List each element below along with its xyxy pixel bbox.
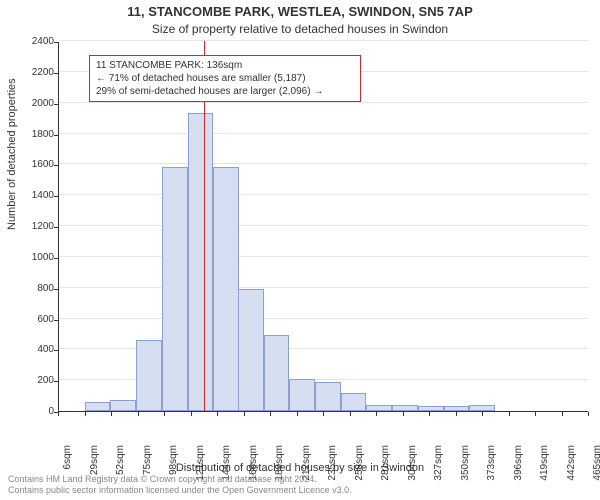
y-tick-mark (54, 135, 58, 136)
x-tick-mark (111, 412, 112, 416)
annotation-line3: 29% of semi-detached houses are larger (… (96, 85, 354, 98)
histogram-bar (213, 167, 239, 411)
x-tick-mark (403, 412, 404, 416)
histogram-bar (418, 406, 444, 411)
histogram-bar (444, 406, 470, 411)
x-tick-mark (85, 412, 86, 416)
annotation-box: 11 STANCOMBE PARK: 136sqm ← 71% of detac… (89, 55, 361, 102)
x-tick-mark (138, 412, 139, 416)
plot-area: 11 STANCOMBE PARK: 136sqm ← 71% of detac… (58, 42, 588, 412)
y-tick-mark (54, 165, 58, 166)
x-tick-mark (588, 412, 589, 416)
y-tick-label: 2000 (10, 98, 54, 109)
histogram-bar (289, 379, 315, 411)
y-tick-label: 1200 (10, 221, 54, 232)
y-tick-label: 600 (10, 314, 54, 325)
x-tick-mark (509, 412, 510, 416)
y-tick-label: 1800 (10, 129, 54, 140)
grid-line (59, 194, 588, 195)
histogram-bar (341, 393, 367, 412)
x-tick-mark (270, 412, 271, 416)
y-tick-label: 2200 (10, 67, 54, 78)
histogram-bar (188, 113, 214, 411)
y-tick-mark (54, 196, 58, 197)
y-tick-label: 400 (10, 344, 54, 355)
chart-container: 11, STANCOMBE PARK, WESTLEA, SWINDON, SN… (0, 0, 600, 500)
grid-line (59, 163, 588, 164)
grid-line (59, 133, 588, 134)
y-tick-label: 1000 (10, 252, 54, 263)
x-tick-mark (482, 412, 483, 416)
x-tick-mark (323, 412, 324, 416)
x-tick-mark (244, 412, 245, 416)
y-tick-label: 2400 (10, 36, 54, 47)
histogram-bar (110, 400, 136, 411)
chart-title: 11, STANCOMBE PARK, WESTLEA, SWINDON, SN… (0, 4, 600, 19)
x-axis-label: Distribution of detached houses by size … (0, 462, 600, 474)
chart-subtitle: Size of property relative to detached ho… (0, 22, 600, 36)
annotation-line1: 11 STANCOMBE PARK: 136sqm (96, 59, 354, 72)
histogram-bar (315, 382, 341, 411)
x-tick-mark (562, 412, 563, 416)
y-tick-mark (54, 258, 58, 259)
histogram-bar (469, 405, 495, 411)
histogram-bar (162, 167, 188, 411)
x-tick-mark (535, 412, 536, 416)
y-tick-label: 0 (10, 406, 54, 417)
annotation-line2: ← 71% of detached houses are smaller (5,… (96, 72, 354, 85)
x-tick-mark (297, 412, 298, 416)
x-tick-mark (350, 412, 351, 416)
y-tick-mark (54, 320, 58, 321)
y-tick-mark (54, 42, 58, 43)
grid-line (59, 40, 588, 41)
attribution-line1: Contains HM Land Registry data © Crown c… (8, 474, 352, 485)
x-tick-mark (164, 412, 165, 416)
y-tick-mark (54, 289, 58, 290)
grid-line (59, 287, 588, 288)
histogram-bar (264, 335, 290, 411)
grid-line (59, 256, 588, 257)
histogram-bar (238, 289, 264, 411)
histogram-bar (85, 402, 111, 411)
y-tick-mark (54, 350, 58, 351)
x-tick-mark (58, 412, 59, 416)
x-tick-mark (191, 412, 192, 416)
y-tick-mark (54, 104, 58, 105)
histogram-bar (366, 405, 392, 411)
attribution: Contains HM Land Registry data © Crown c… (8, 474, 352, 496)
y-tick-mark (54, 381, 58, 382)
y-tick-label: 800 (10, 283, 54, 294)
grid-line (59, 318, 588, 319)
x-tick-mark (217, 412, 218, 416)
attribution-line2: Contains public sector information licen… (8, 485, 352, 496)
histogram-bar (136, 340, 162, 411)
x-tick-mark (429, 412, 430, 416)
y-tick-mark (54, 73, 58, 74)
grid-line (59, 225, 588, 226)
x-tick-mark (456, 412, 457, 416)
x-tick-mark (376, 412, 377, 416)
y-tick-label: 1400 (10, 190, 54, 201)
y-tick-label: 1600 (10, 159, 54, 170)
y-tick-mark (54, 227, 58, 228)
histogram-bar (392, 405, 418, 411)
y-tick-label: 200 (10, 375, 54, 386)
